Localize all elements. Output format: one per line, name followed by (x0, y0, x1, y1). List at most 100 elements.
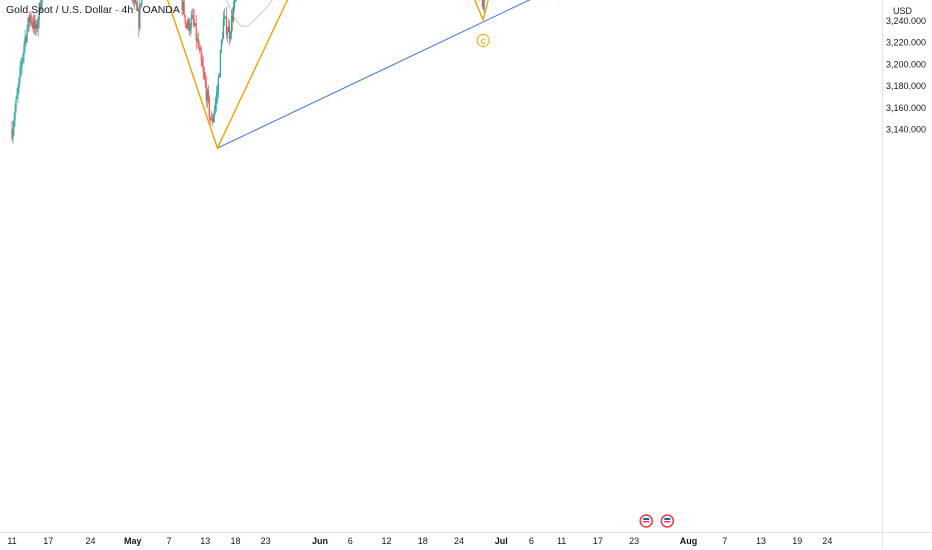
candle-body (204, 77, 206, 84)
candle-body (185, 23, 187, 25)
candle-body (222, 18, 224, 39)
candle-body (140, 3, 142, 5)
price-tick-label: 3,240.000 (886, 16, 926, 26)
candle-body (206, 90, 208, 101)
candle-body (32, 23, 34, 29)
candle-body (219, 50, 221, 76)
candle-body (37, 20, 39, 29)
candle-body (12, 128, 14, 139)
candle-body (135, 0, 137, 3)
time-tick-label: 7 (167, 536, 172, 546)
time-tick-label: 24 (86, 536, 96, 546)
price-tick-label: 3,140.000 (886, 125, 926, 135)
candle-body (39, 3, 41, 11)
event-flag-icon (664, 521, 671, 523)
time-tick-label: 18 (418, 536, 428, 546)
candle-body (29, 15, 31, 23)
candle-body (27, 17, 29, 29)
price-tick-label: 3,180.000 (886, 81, 926, 91)
candle-body (212, 116, 214, 123)
candle-body (33, 20, 35, 29)
candle-body (205, 83, 207, 101)
candle-body (139, 3, 141, 29)
candle-body (30, 15, 32, 22)
time-tick-label: 13 (200, 536, 210, 546)
candle-body (184, 15, 186, 24)
candle-body (35, 24, 37, 29)
candle-body (215, 94, 217, 103)
candle-body (226, 32, 229, 35)
candle-body (213, 110, 215, 117)
candle-body (38, 3, 40, 21)
candle-body (17, 88, 19, 95)
candle-body (225, 16, 228, 35)
time-tick-label: 7 (722, 536, 727, 546)
candle-body (191, 15, 193, 19)
candle-body (230, 16, 233, 34)
candle-body (26, 28, 28, 42)
time-tick-label: Jul (495, 536, 508, 546)
candle-body (16, 94, 18, 99)
candle-body (28, 17, 30, 23)
currency-label: USD (893, 6, 913, 16)
candle-body (218, 75, 220, 78)
candle-body (483, 0, 485, 10)
chart-title: Gold Spot / U.S. Dollar · 4h · OANDA (6, 4, 180, 16)
wave-label-circle (476, 33, 490, 47)
price-tick-label: 3,160.000 (886, 103, 926, 113)
time-tick-label: 17 (43, 536, 53, 546)
candle-body (11, 129, 13, 139)
candle-body (228, 26, 231, 39)
candle-body (189, 28, 191, 32)
candle-body (134, 0, 136, 3)
candle-body (192, 15, 194, 19)
event-flag-icon (643, 518, 650, 520)
candle-body (202, 66, 204, 72)
candle-body (211, 119, 213, 123)
candle-body (200, 51, 202, 61)
candle-body (187, 19, 189, 28)
candle-body (232, 7, 235, 22)
candle-body (482, 0, 484, 10)
candle-body (34, 20, 36, 29)
time-tick-label: 23 (629, 536, 639, 546)
price-tick-label: 3,220.000 (886, 38, 926, 48)
candle-body (220, 41, 222, 51)
candle-body (210, 119, 212, 120)
candle-body (224, 16, 227, 18)
candle-body (203, 71, 205, 78)
candle-body (216, 92, 218, 95)
candle-body (183, 1, 185, 16)
candle-body (15, 98, 17, 110)
candle-body (227, 26, 230, 33)
candle-body (14, 109, 16, 120)
time-tick-label: 12 (381, 536, 391, 546)
candle-body (196, 38, 198, 41)
time-tick-label: Jun (312, 536, 328, 546)
candle-body (181, 0, 183, 11)
time-tick-label: 17 (593, 536, 603, 546)
candle-body (198, 47, 200, 49)
candle-body (24, 37, 26, 44)
candle-body (41, 0, 43, 3)
candle-body (188, 19, 190, 32)
price-tick-label: 3,200.000 (886, 59, 926, 69)
candle-body (201, 60, 203, 67)
orange-wave-path (166, 0, 489, 151)
candle-body (13, 119, 15, 129)
time-tick-label: Aug (680, 536, 698, 546)
time-tick-label: 24 (454, 536, 464, 546)
candle-body (229, 33, 232, 39)
candle-body (20, 65, 22, 68)
time-tick-label: 11 (7, 536, 16, 546)
candle-body (136, 2, 138, 10)
candle-body (231, 16, 234, 22)
candle-body (190, 18, 192, 29)
time-tick-label: 24 (822, 536, 832, 546)
time-tick-label: 6 (529, 536, 534, 546)
time-tick-label: May (124, 536, 142, 546)
candle-body (182, 1, 184, 11)
candle-body (137, 9, 139, 11)
candle-body (18, 78, 20, 89)
